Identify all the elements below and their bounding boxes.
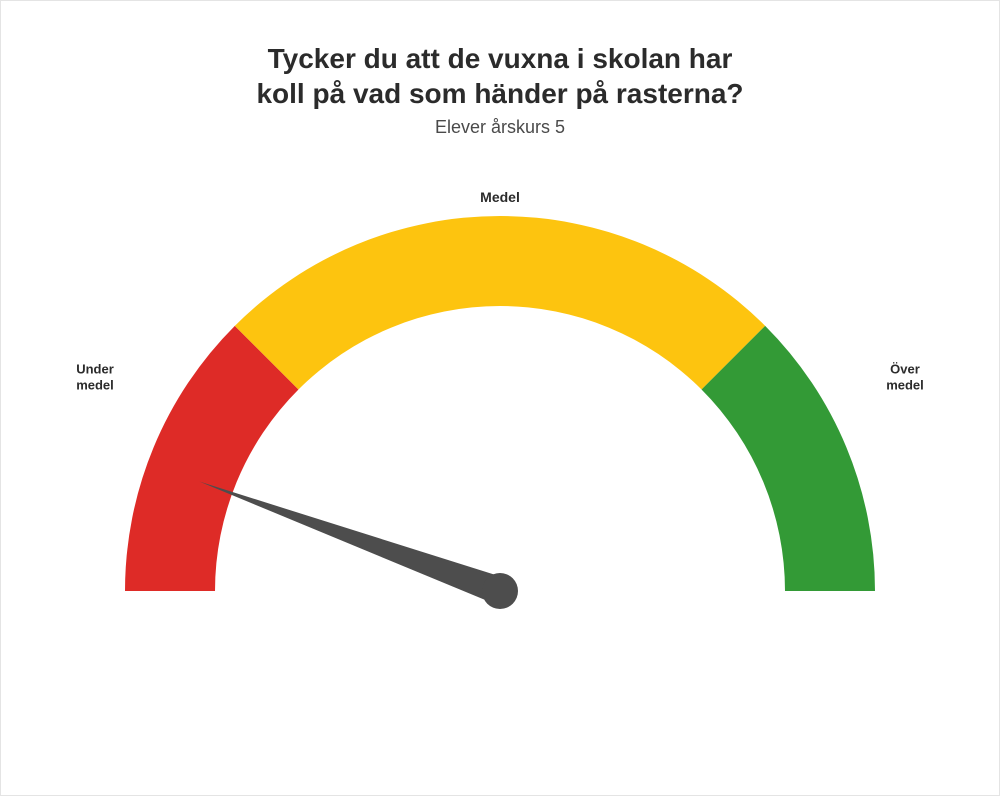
gauge-segment-1 (235, 216, 765, 389)
gauge-segment-2 (702, 326, 875, 591)
gauge-label-under-1: Under (76, 362, 114, 377)
chart-subtitle: Elever årskurs 5 (1, 117, 999, 138)
gauge-hub (482, 573, 518, 609)
gauge-label-under-2: medel (76, 378, 114, 393)
title-line-1: Tycker du att de vuxna i skolan har (268, 43, 733, 74)
chart-title: Tycker du att de vuxna i skolan har koll… (1, 41, 999, 111)
gauge-segment-0 (125, 326, 298, 591)
title-line-2: koll på vad som händer på rasterna? (256, 78, 743, 109)
gauge-chart: UndermedelMedelÖvermedel (50, 161, 950, 721)
gauge-needle (199, 482, 504, 605)
chart-frame: Tycker du att de vuxna i skolan har koll… (0, 0, 1000, 796)
gauge-label-over-1: Över (890, 362, 920, 377)
gauge-label-over-2: medel (886, 378, 924, 393)
gauge-container: UndermedelMedelÖvermedel (1, 161, 999, 721)
title-block: Tycker du att de vuxna i skolan har koll… (1, 41, 999, 138)
gauge-label-medel: Medel (480, 189, 520, 205)
